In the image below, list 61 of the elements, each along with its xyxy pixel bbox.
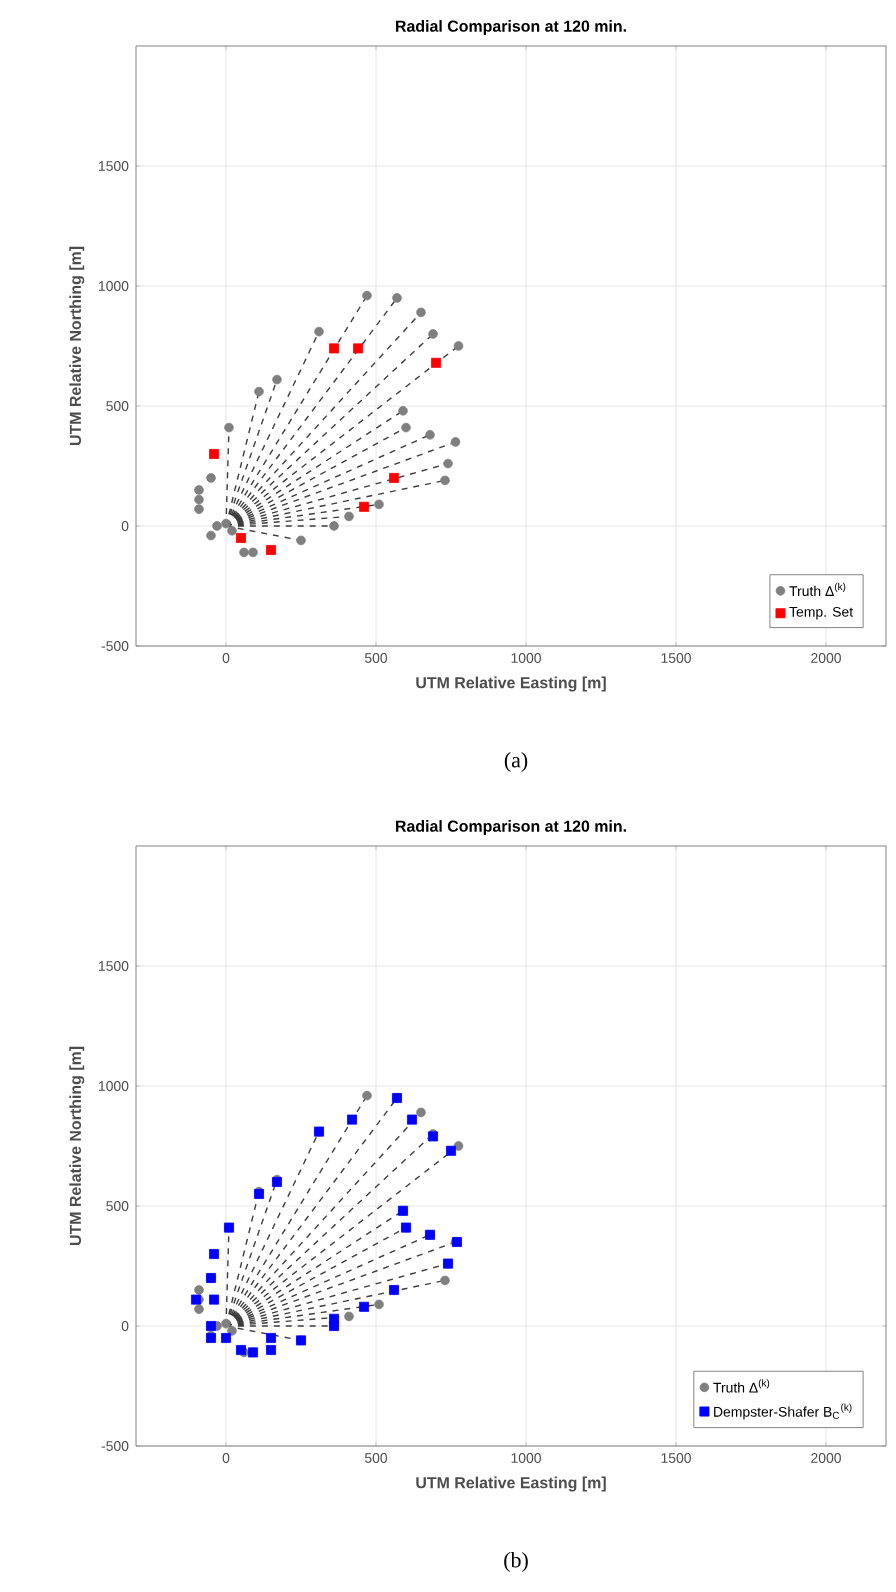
point	[194, 1304, 204, 1314]
point	[236, 533, 246, 543]
point	[206, 473, 216, 483]
point	[398, 406, 408, 416]
point	[453, 1141, 464, 1151]
point	[224, 422, 234, 433]
point	[329, 1313, 339, 1324]
point	[266, 545, 276, 555]
point	[440, 475, 450, 486]
point	[407, 1114, 417, 1125]
point	[329, 521, 339, 531]
point	[416, 307, 426, 318]
point	[453, 341, 464, 351]
point	[266, 1345, 276, 1355]
point	[254, 386, 264, 397]
point	[389, 473, 399, 483]
point	[362, 290, 372, 301]
point	[227, 1326, 237, 1336]
point	[446, 1145, 456, 1156]
point	[227, 526, 237, 536]
point	[206, 530, 216, 541]
point	[221, 1318, 231, 1329]
point	[428, 329, 438, 339]
point	[374, 1299, 384, 1310]
point	[344, 1311, 354, 1322]
point	[362, 1090, 372, 1101]
point	[194, 494, 204, 505]
point	[440, 1275, 450, 1286]
point	[296, 535, 306, 546]
point	[431, 357, 441, 368]
point	[209, 449, 219, 459]
point	[194, 504, 204, 514]
point	[272, 374, 282, 385]
point	[266, 1333, 276, 1343]
point	[392, 293, 402, 303]
point	[425, 430, 435, 440]
point	[347, 1114, 357, 1125]
point	[329, 343, 339, 354]
point	[416, 1107, 426, 1118]
point	[212, 521, 222, 531]
point	[450, 437, 461, 447]
point	[359, 1301, 369, 1312]
point	[314, 326, 324, 337]
text: (a)	[504, 752, 528, 772]
point	[248, 547, 258, 558]
point	[194, 485, 204, 495]
point	[344, 511, 354, 522]
point	[194, 1285, 204, 1295]
point	[239, 547, 249, 558]
point	[206, 1321, 216, 1331]
point	[221, 518, 231, 529]
point	[209, 1249, 219, 1259]
point	[389, 1285, 399, 1295]
point	[359, 501, 369, 512]
point	[221, 1333, 231, 1343]
point	[353, 343, 363, 354]
point	[209, 1294, 219, 1305]
point	[401, 422, 411, 433]
point	[374, 499, 384, 510]
text: (b)	[504, 1552, 528, 1572]
point	[443, 458, 453, 469]
